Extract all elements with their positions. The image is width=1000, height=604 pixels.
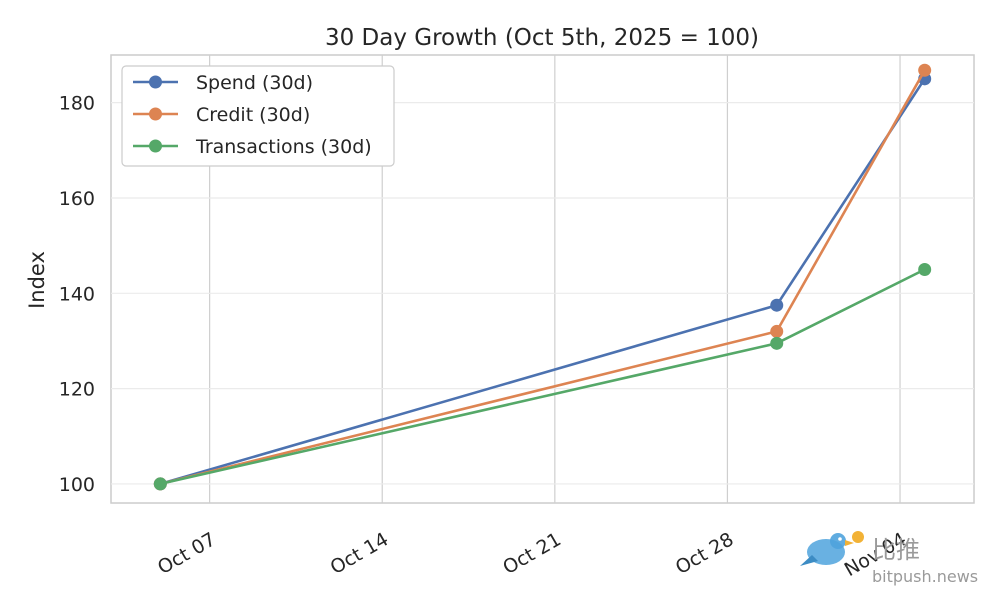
y-tick-label: 120 xyxy=(59,379,95,401)
y-tick-label: 180 xyxy=(59,93,95,115)
data-point xyxy=(770,336,784,350)
data-point xyxy=(770,298,784,312)
watermark-site: bitpush.news xyxy=(872,567,978,586)
x-axis-ticks: Oct 07 Oct 14 Oct 21 Oct 28 Nov 04 xyxy=(154,528,910,581)
y-tick-label: 100 xyxy=(59,474,95,496)
legend-item[interactable]: Transactions (30d) xyxy=(133,136,372,158)
series xyxy=(153,262,932,491)
bird-icon xyxy=(800,531,864,566)
y-tick-label: 160 xyxy=(59,188,95,210)
watermark: 比推 bitpush.news xyxy=(800,531,978,586)
chart-title: 30 Day Growth (Oct 5th, 2025 = 100) xyxy=(325,25,759,51)
data-point xyxy=(770,324,784,338)
series xyxy=(153,72,932,491)
legend-label: Transactions (30d) xyxy=(195,136,372,158)
data-point xyxy=(918,262,932,276)
legend-marker xyxy=(149,107,162,121)
legend-label: Spend (30d) xyxy=(196,72,313,94)
y-axis-ticks: 100 120 140 160 180 xyxy=(59,93,95,496)
x-tick-label: Oct 07 xyxy=(154,528,220,579)
legend-item[interactable]: Spend (30d) xyxy=(133,72,313,94)
y-tick-label: 140 xyxy=(59,283,95,305)
legend[interactable]: Spend (30d) Credit (30d) Transactions (30d… xyxy=(121,65,395,167)
legend-items: Spend (30d) Credit (30d) Transactions (30d… xyxy=(133,72,372,158)
y-axis-label: Index xyxy=(25,251,49,309)
data-point xyxy=(153,477,167,491)
legend-label: Credit (30d) xyxy=(196,104,310,126)
series-layer xyxy=(153,63,932,491)
data-point xyxy=(918,63,932,77)
x-tick-label: Oct 21 xyxy=(499,528,565,579)
x-tick-label: Oct 28 xyxy=(672,528,738,579)
legend-item[interactable]: Credit (30d) xyxy=(133,104,310,126)
watermark-brand: 比推 xyxy=(872,536,920,564)
x-tick-label: Oct 14 xyxy=(327,528,393,579)
legend-box xyxy=(121,65,395,167)
legend-marker xyxy=(149,139,162,153)
legend-marker xyxy=(149,75,162,89)
